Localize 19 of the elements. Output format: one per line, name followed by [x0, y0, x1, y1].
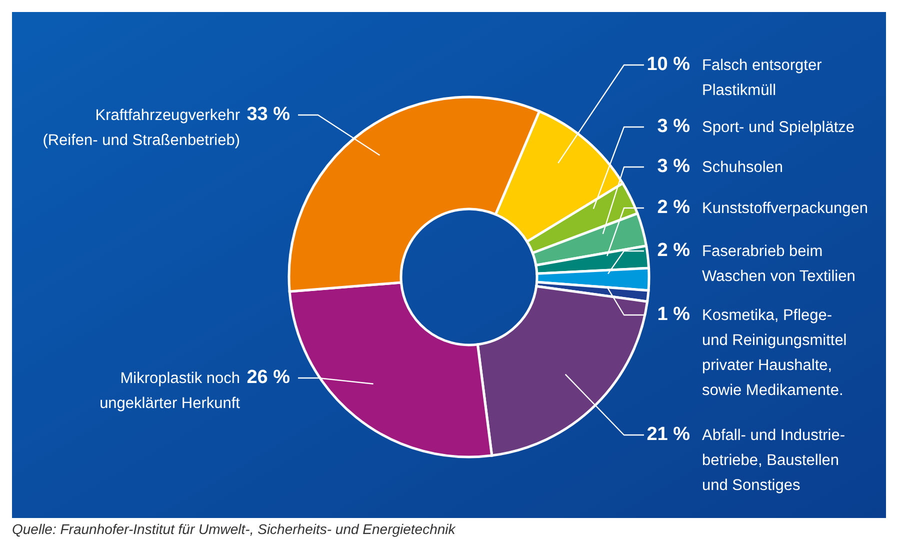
data-label: 1 %: [657, 304, 690, 325]
data-label: 33 %: [246, 104, 290, 125]
data-label: 3 %: [657, 116, 690, 137]
data-label: 2 %: [657, 240, 690, 261]
slice-label: Abfall- und Industrie- betriebe, Baustellen und Sonstiges: [702, 427, 846, 494]
slice-label: Sport- und Spielplätze: [702, 119, 855, 136]
data-label: 2 %: [657, 197, 690, 218]
data-label: 26 %: [246, 367, 290, 388]
slice-label: Faserabrieb beim Waschen von Textilien: [702, 243, 856, 285]
data-label: 21 %: [646, 424, 690, 445]
slice-label: Falsch entsorgter Plastikmüll: [702, 57, 822, 99]
data-label: 10 %: [646, 54, 690, 75]
slice-label: Kosmetika, Pflege- und Reinigungsmittel privater Haushalte, sowie Medikamente.: [702, 307, 847, 399]
slice-label: Schuhsolen: [702, 159, 784, 176]
data-label: 3 %: [657, 156, 690, 177]
slice-label: Mikroplastik noch ungeklärter Herkunft: [100, 370, 241, 412]
source-note: Quelle: Fraunhofer-Institut für Umwelt-, Sicherheits- und Energietechnik: [12, 521, 456, 537]
slice-label: Kraftfahrzeugverkehr (Reifen- und Straßenbetrieb): [42, 107, 240, 149]
slice-label: Kunststoffverpackungen: [702, 200, 868, 217]
